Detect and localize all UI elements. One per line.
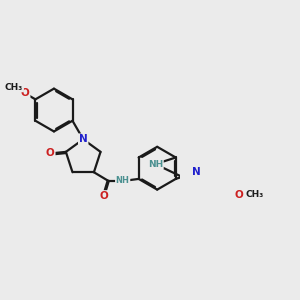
Text: O: O: [46, 148, 55, 158]
Text: O: O: [99, 191, 108, 201]
Text: N: N: [79, 134, 88, 144]
Text: NH: NH: [116, 176, 130, 185]
Text: O: O: [21, 88, 30, 98]
Text: N: N: [192, 167, 200, 177]
Text: CH₃: CH₃: [245, 190, 264, 199]
Text: O: O: [234, 190, 243, 200]
Text: NH: NH: [148, 160, 163, 169]
Text: CH₃: CH₃: [5, 82, 23, 91]
